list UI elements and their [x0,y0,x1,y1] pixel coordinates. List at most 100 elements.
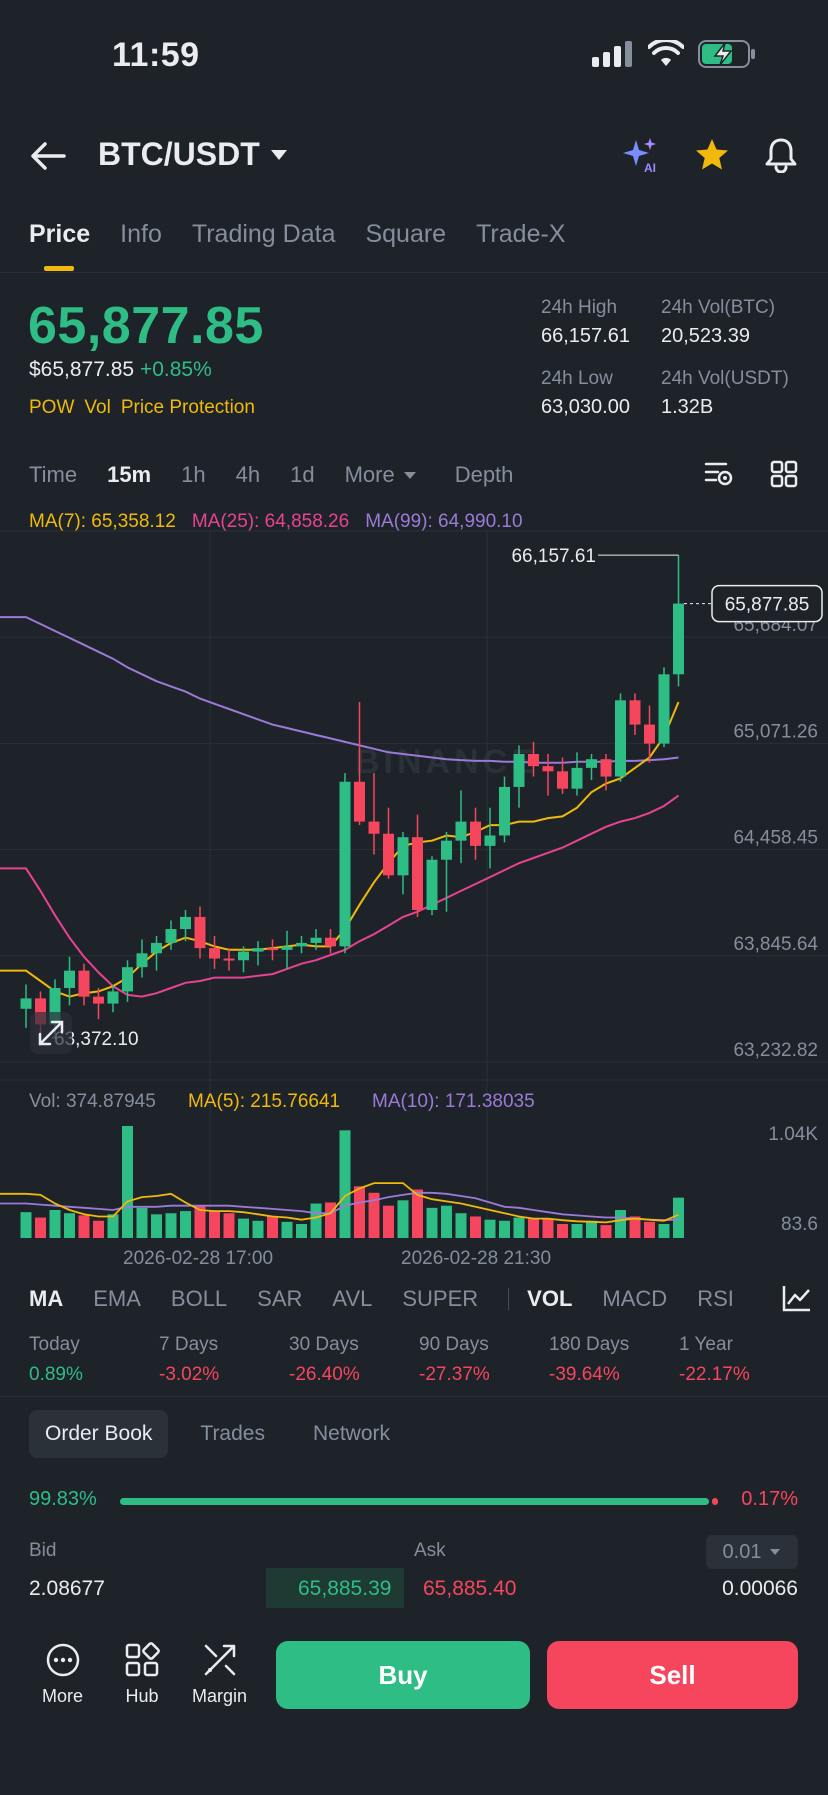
volume-bar [412,1189,423,1238]
ind-macd[interactable]: MACD [602,1286,668,1311]
tf-15m[interactable]: 15m [107,462,152,487]
tag-vol[interactable]: Vol [84,397,111,418]
candle-body [339,781,351,947]
active-tab-indicator [44,266,74,271]
tabs-divider [0,272,828,273]
volume-bar [296,1224,307,1238]
tab-network[interactable]: Network [312,1422,391,1445]
tab-trade-x[interactable]: Trade-X [476,220,566,248]
pair-selector[interactable]: BTC/USDT [98,136,288,173]
tab-price[interactable]: Price [29,220,91,248]
candle-body [441,840,452,860]
volume-bars [0,1126,684,1238]
hub-icon [125,1642,160,1677]
volume-bar [281,1221,293,1238]
candle-body [136,953,148,968]
indicator-tabs: MA EMA BOLL SAR AVL SUPER VOL MACD RSI [29,1286,764,1312]
pair-title: BTC/USDT [98,136,260,172]
volume-bar [557,1224,568,1238]
volume-bar [368,1192,380,1238]
main-tabs: Price Info Trading Data Square Trade-X [29,220,565,249]
kline-chart[interactable]: BINANCE 66,296.8965,684.0765,071.2664,45… [0,530,828,1270]
indicator-chart-icon[interactable] [782,1284,812,1312]
buy-button[interactable]: Buy [276,1641,530,1709]
candle-body [107,991,119,1004]
perf-1y: 1 Year -22.17% [679,1334,750,1385]
vol-ma10-legend: MA(10): 171.38035 [372,1091,535,1112]
ind-super[interactable]: SUPER [402,1286,479,1311]
tf-1d[interactable]: 1d [290,462,315,487]
ind-rsi[interactable]: RSI [697,1286,734,1311]
candle-body [513,754,525,787]
orderbook-tabs: Order Book Trades Network [29,1410,406,1458]
more-button[interactable]: More [42,1642,83,1707]
candle-body [354,781,365,822]
cellular-signal-icon [592,41,632,67]
tf-more[interactable]: More [345,462,417,488]
ind-ma[interactable]: MA [29,1286,64,1311]
volume-bar [35,1217,46,1238]
ind-ema[interactable]: EMA [93,1286,141,1311]
candle-body [281,946,293,950]
bid-price: 65,885.39 [298,1577,392,1600]
ma99-legend: MA(99): 64,990.10 [365,511,523,532]
candle-body [658,674,670,744]
tf-depth[interactable]: Depth [454,462,514,487]
candle-body [484,835,496,846]
volume-bar [426,1207,438,1238]
volume-bar [615,1210,626,1238]
hub-button[interactable]: Hub [124,1642,160,1707]
chart-settings-icon[interactable] [704,460,734,488]
timeframe-bar: Time 15m 1h 4h 1d More Depth [29,462,513,488]
ind-boll[interactable]: BOLL [170,1286,228,1311]
tf-4h[interactable]: 4h [235,462,261,487]
candle-body [455,821,467,841]
tag-price-protection[interactable]: Price Protection [120,397,255,418]
volume-bar [397,1200,409,1238]
candle-body [64,970,75,988]
candle-body [470,821,481,846]
favorite-star-icon[interactable] [694,137,730,173]
candle-body [122,967,133,992]
volume-axis-label: 1.04K [768,1124,818,1145]
tab-trading-data[interactable]: Trading Data [191,220,336,248]
vol-legend: Vol: 374.87945 [29,1091,156,1112]
expand-chart-button[interactable] [30,1012,72,1054]
ai-sparkle-icon[interactable]: AI [622,136,660,174]
bid-header: Bid [29,1540,57,1561]
ind-avl[interactable]: AVL [332,1286,373,1311]
tag-pow[interactable]: POW [29,397,75,418]
volume-bar [600,1225,612,1238]
volume-bar [470,1216,481,1238]
ma99-line [0,616,679,764]
ask-header: Ask [414,1540,446,1561]
back-button[interactable] [28,136,68,176]
volume-bar [455,1213,467,1238]
volume-bar [267,1216,278,1238]
expand-icon [38,1020,64,1046]
ind-vol[interactable]: VOL [527,1286,573,1311]
tab-info[interactable]: Info [120,220,162,248]
perf-30d: 30 Days -26.40% [289,1334,360,1385]
sell-button[interactable]: Sell [547,1641,798,1709]
x-label-2130: 2026-02-28 21:30 [401,1248,551,1269]
volume-bar [107,1214,119,1238]
status-time: 11:59 [112,36,200,74]
precision-select[interactable]: 0.01 [706,1535,798,1569]
tf-1h[interactable]: 1h [181,462,206,487]
candle-body [600,759,612,777]
volume-bar [93,1220,104,1238]
layout-grid-icon[interactable] [770,460,798,488]
volume-bar [673,1197,684,1238]
vol-ma5-legend: MA(5): 215.76641 [188,1091,340,1112]
price-change: +0.85% [139,358,212,381]
margin-button[interactable]: Margin [192,1642,247,1707]
bell-icon[interactable] [764,137,798,173]
volume-bar [383,1205,394,1238]
low-marker-label: 63,372.10 [54,1029,139,1050]
ind-sar[interactable]: SAR [257,1286,303,1311]
tab-trades[interactable]: Trades [200,1422,265,1445]
tf-time[interactable]: Time [29,462,78,487]
tab-order-book[interactable]: Order Book [29,1410,169,1458]
tab-square[interactable]: Square [365,220,447,248]
